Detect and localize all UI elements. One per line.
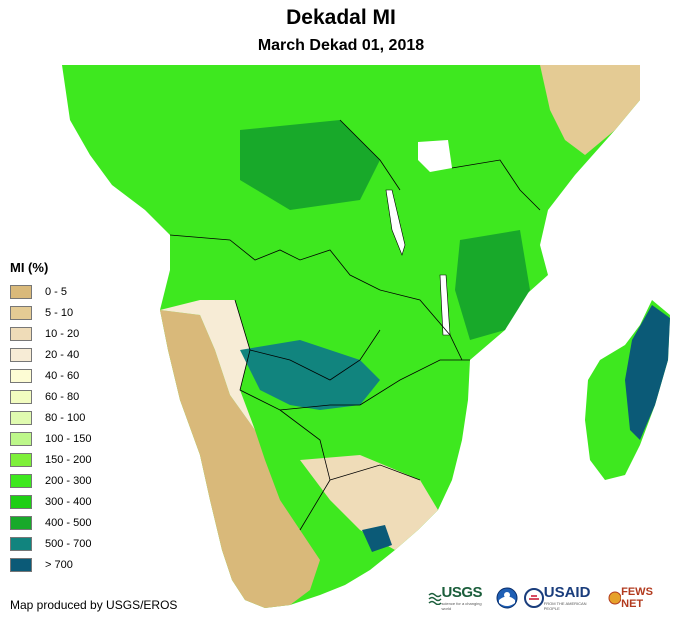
usaid-logo-text: USAID [543, 584, 591, 601]
legend-label: 0 - 5 [45, 285, 68, 298]
usaid-logo: USAID FROM THE AMERICAN PEOPLE [524, 584, 601, 611]
legend-label: 200 - 300 [45, 474, 92, 487]
wet-region-zambia [240, 340, 380, 410]
legend-row: 80 - 100 [10, 407, 91, 428]
legend-row: 10 - 20 [10, 323, 91, 344]
usaid-tagline: FROM THE AMERICAN PEOPLE [543, 601, 587, 611]
legend-row: 60 - 80 [10, 386, 91, 407]
legend-swatch [10, 347, 32, 362]
legend-swatch [10, 326, 32, 341]
legend-label: 100 - 150 [45, 432, 92, 445]
usgs-tagline: science for a changing world [441, 601, 482, 611]
lake-tanganyika [385, 189, 406, 256]
legend-swatch [10, 473, 32, 488]
legend-row: 150 - 200 [10, 449, 91, 470]
legend-label: 10 - 20 [45, 327, 80, 340]
usgs-logo-text: USGS [441, 584, 483, 601]
legend-swatch [10, 452, 32, 467]
legend-label: 20 - 40 [45, 348, 80, 361]
lake-victoria [418, 140, 452, 172]
wet-region-congo [240, 120, 380, 210]
legend-label: 5 - 10 [45, 306, 74, 319]
legend-swatch [10, 431, 32, 446]
legend-row: 0 - 5 [10, 281, 91, 302]
legend-label: 150 - 200 [45, 453, 92, 466]
rainfall-anomaly-map [62, 65, 670, 608]
wet-region-mozambique [455, 230, 530, 340]
legend-row: 100 - 150 [10, 428, 91, 449]
legend-swatch [10, 557, 32, 572]
usgs-logo: USGS science for a changing world [428, 584, 490, 611]
legend-label: > 700 [45, 558, 73, 571]
fews-net-logo: FEWS NET [608, 586, 676, 610]
wet-region-lesotho [362, 525, 392, 552]
legend-label: 500 - 700 [45, 537, 92, 550]
country-borders [169, 119, 541, 531]
legend-swatch [10, 515, 32, 530]
legend-label: 300 - 400 [45, 495, 92, 508]
legend-row: 200 - 300 [10, 470, 91, 491]
usaid-seal-icon [524, 587, 544, 608]
legend-swatch [10, 389, 32, 404]
legend-label: 60 - 80 [45, 390, 80, 403]
legend-row: 40 - 60 [10, 365, 91, 386]
wet-region-madagascar [625, 305, 670, 440]
map-subtitle: March Dekad 01, 2018 [257, 37, 425, 54]
dry-region-northeast [540, 65, 640, 155]
legend-row: > 700 [10, 554, 91, 575]
legend-row: 400 - 500 [10, 512, 91, 533]
fews-globe-icon [608, 591, 622, 604]
noaa-seal-icon [496, 587, 518, 608]
legend-swatch [10, 368, 32, 383]
noaa-logo [496, 587, 518, 609]
legend-swatch [10, 410, 32, 425]
legend-row: 20 - 40 [10, 344, 91, 365]
legend-label: 80 - 100 [45, 411, 86, 424]
legend-swatch [10, 494, 32, 509]
legend-row: 500 - 700 [10, 533, 91, 554]
legend-row: 300 - 400 [10, 491, 91, 512]
legend-title: MI (%) [10, 260, 49, 275]
legend-row: 5 - 10 [10, 302, 91, 323]
map-title: Dekadal MI [286, 6, 396, 29]
legend: MI (%) 0 - 5 5 - 10 10 - 20 20 - 40 40 - 60 6… [10, 260, 91, 575]
legend-label: 40 - 60 [45, 369, 80, 382]
fews-net-logo-text: FEWS NET [621, 585, 653, 610]
usgs-wave-icon [428, 592, 442, 605]
partner-logos: USGS science for a changing world USAID … [428, 584, 682, 611]
legend-swatch [10, 284, 32, 299]
light-region-namibia [160, 300, 255, 430]
legend-swatch [10, 305, 32, 320]
dry-region-southwest [160, 310, 320, 608]
legend-swatch [10, 536, 32, 551]
credit-text: Map produced by USGS/EROS [10, 598, 178, 612]
legend-label: 400 - 500 [45, 516, 92, 529]
